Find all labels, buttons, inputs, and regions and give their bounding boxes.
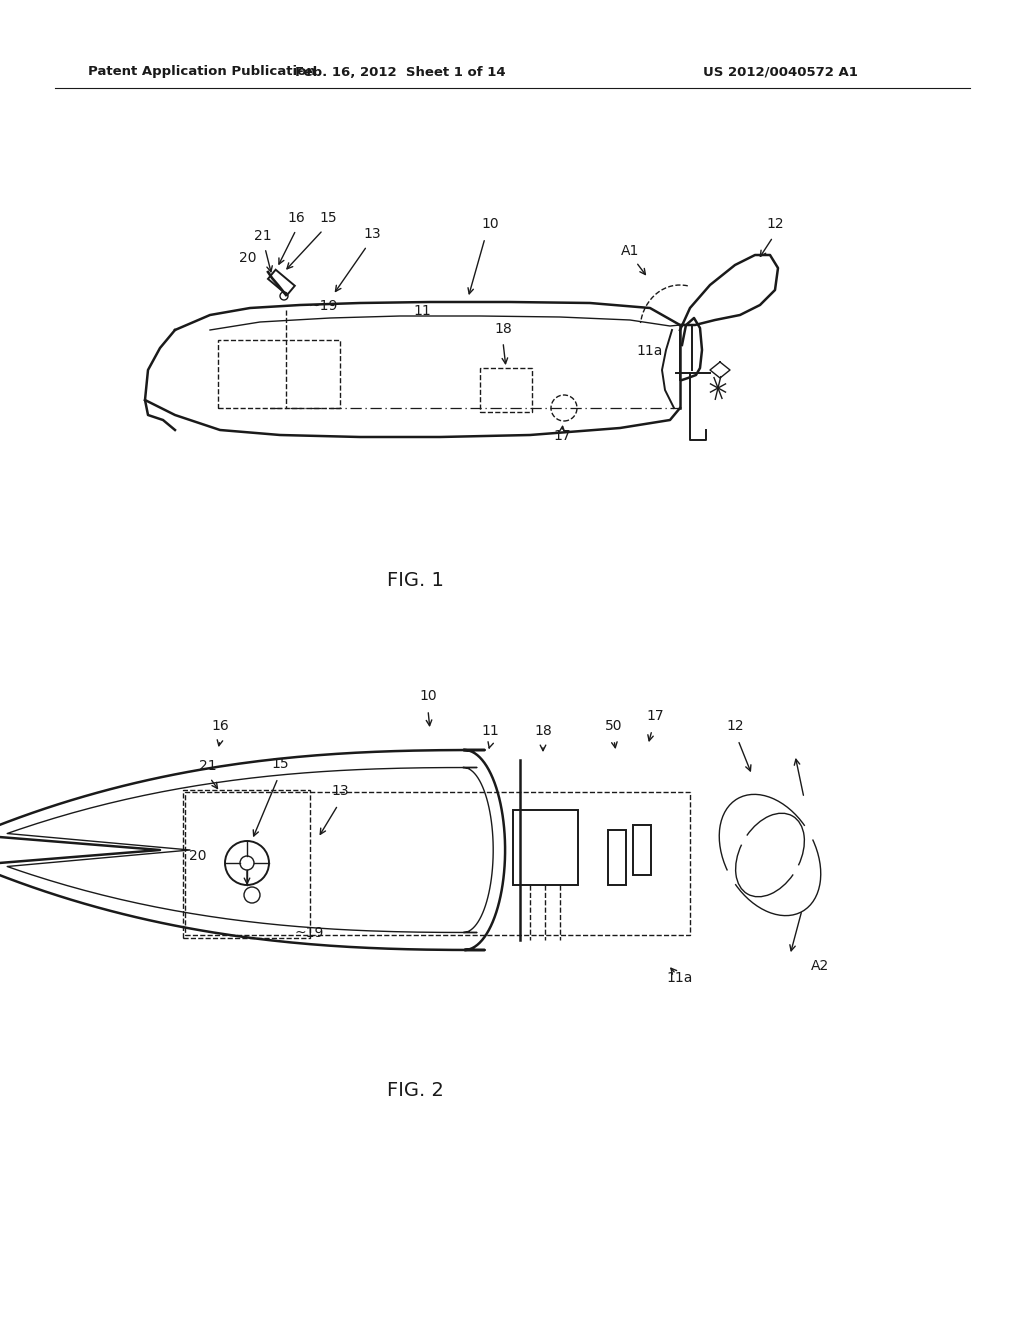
Text: 11: 11 [413, 304, 431, 318]
Text: US 2012/0040572 A1: US 2012/0040572 A1 [702, 66, 857, 78]
Text: 21: 21 [200, 759, 217, 774]
Text: Feb. 16, 2012  Sheet 1 of 14: Feb. 16, 2012 Sheet 1 of 14 [295, 66, 505, 78]
Text: 16: 16 [211, 719, 229, 733]
Text: 17: 17 [553, 429, 570, 444]
Text: 20: 20 [189, 849, 207, 863]
Bar [268, 269, 295, 294]
Bar [512, 810, 578, 884]
Bar [608, 830, 626, 884]
Text: Patent Application Publication: Patent Application Publication [88, 66, 315, 78]
Text: 12: 12 [766, 216, 783, 231]
Text: FIG. 1: FIG. 1 [387, 570, 443, 590]
Text: 11: 11 [481, 723, 499, 738]
Text: 12: 12 [726, 719, 743, 733]
Text: 21: 21 [254, 228, 271, 243]
Text: 11a: 11a [667, 972, 693, 985]
Text: 11a: 11a [637, 345, 664, 358]
Text: ~19: ~19 [295, 927, 325, 940]
Text: 17: 17 [646, 709, 664, 723]
Text: A1: A1 [621, 244, 639, 257]
Bar [218, 341, 340, 408]
Text: FIG. 2: FIG. 2 [387, 1081, 443, 1100]
Text: A2: A2 [811, 960, 829, 973]
Bar [633, 825, 651, 875]
Text: 13: 13 [331, 784, 349, 799]
Bar [480, 368, 532, 412]
Text: 10: 10 [481, 216, 499, 231]
Bar [185, 792, 690, 935]
Text: 20: 20 [240, 251, 257, 265]
Text: 18: 18 [535, 723, 552, 738]
Text: ~19: ~19 [308, 300, 337, 313]
Text: 16: 16 [287, 211, 305, 224]
Bar [183, 789, 310, 939]
Text: 50: 50 [605, 719, 623, 733]
Text: 13: 13 [364, 227, 381, 242]
Text: 15: 15 [319, 211, 337, 224]
Text: 10: 10 [419, 689, 437, 704]
Text: 18: 18 [495, 322, 512, 337]
Text: 15: 15 [271, 756, 289, 771]
